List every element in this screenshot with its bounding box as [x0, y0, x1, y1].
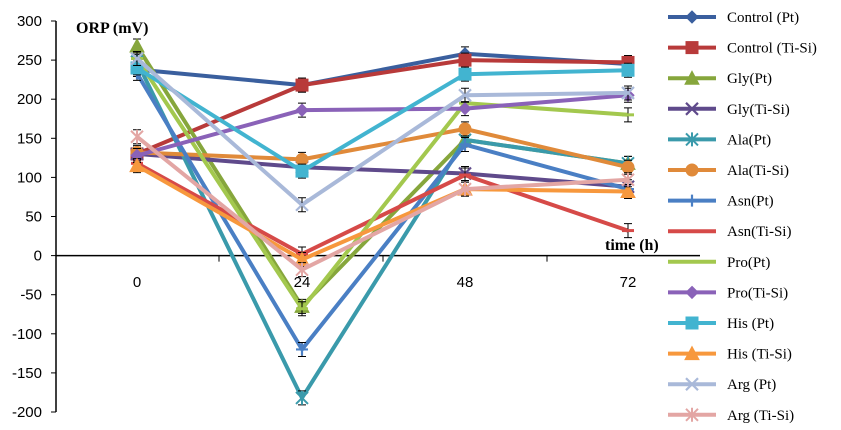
data-point-marker: [621, 160, 635, 174]
legend-label: His (Pt): [727, 316, 774, 332]
data-point-marker: [458, 122, 472, 136]
legend-label: Control (Ti-Si): [727, 41, 817, 57]
data-point-marker: [685, 285, 699, 300]
data-point-marker: [621, 172, 635, 187]
data-point-marker: [685, 316, 699, 330]
x-tick-label: 72: [620, 274, 637, 291]
y-tick-label: 150: [17, 130, 42, 147]
data-point-marker: [621, 86, 635, 100]
legend-item: His (Pt): [668, 316, 774, 332]
legend-item: Control (Ti-Si): [668, 41, 817, 57]
legend-item: Asn(Pt): [668, 194, 774, 210]
data-point-marker: [685, 10, 699, 24]
legend-label: Control (Pt): [727, 10, 799, 26]
data-point-marker: [295, 103, 309, 117]
legend-item: Asn(Ti-Si): [668, 224, 791, 240]
data-point-marker: [685, 377, 699, 391]
data-point-marker: [686, 194, 698, 207]
data-point-marker: [295, 164, 309, 178]
data-point-marker: [458, 53, 472, 67]
series-line: [136, 58, 629, 156]
legend-label: Asn(Pt): [727, 194, 774, 210]
y-tick-label: 200: [17, 91, 42, 108]
y-tick-label: -150: [12, 365, 42, 382]
data-point-marker: [295, 197, 309, 212]
x-tick-label: 24: [294, 274, 311, 291]
data-point-marker: [129, 37, 145, 53]
data-point-marker: [129, 157, 145, 173]
data-point-marker: [685, 163, 699, 177]
data-point-marker: [684, 70, 700, 85]
data-point-marker: [130, 51, 144, 66]
legend-item: Gly(Pt): [668, 70, 772, 87]
legend-label: Gly(Ti-Si): [727, 102, 790, 118]
series-line: [135, 57, 629, 311]
legend-label: Ala(Ti-Si): [727, 163, 789, 179]
legend-item: Gly(Ti-Si): [668, 102, 790, 118]
series-group: [130, 51, 635, 213]
legend-label: Ala(Pt): [727, 132, 771, 148]
data-point-marker: [684, 345, 700, 361]
data-point-marker: [620, 183, 636, 198]
data-point-marker: [295, 390, 309, 405]
series-line: [136, 126, 629, 170]
y-tick-label: -50: [20, 287, 42, 304]
data-point-marker: [458, 182, 472, 197]
legend-item: Arg (Ti-Si): [668, 408, 794, 424]
data-point-marker: [130, 129, 144, 144]
y-tick-label: 250: [17, 52, 42, 69]
series-line: [136, 151, 629, 189]
data-point-marker: [458, 101, 472, 116]
x-axis-title: time (h): [605, 237, 659, 254]
series-line: [135, 135, 629, 272]
series-group: [130, 60, 635, 179]
series-line: [135, 60, 629, 400]
data-point-marker: [295, 78, 309, 92]
x-tick-label: 0: [133, 274, 141, 291]
series-line: [136, 51, 629, 88]
series-group: [130, 46, 635, 93]
data-point-marker: [621, 63, 635, 77]
legend-label: Pro(Ti-Si): [727, 285, 788, 301]
data-point-marker: [459, 138, 471, 151]
legend-label: His (Ti-Si): [727, 347, 792, 363]
series-line: [135, 66, 629, 174]
series-group: [130, 129, 635, 278]
data-point-marker: [295, 152, 309, 166]
legend-item: Ala(Pt): [668, 132, 771, 148]
data-point-marker: [685, 102, 699, 116]
y-tick-label: -100: [12, 326, 42, 343]
x-tick-label: 48: [457, 274, 474, 291]
legend-label: Asn(Ti-Si): [727, 224, 791, 240]
y-tick-label: 300: [17, 13, 42, 30]
legend-item: Arg (Pt): [668, 377, 776, 393]
y-axis-title: ORP (mV): [76, 20, 148, 37]
legend-item: His (Ti-Si): [668, 345, 792, 363]
y-tick-label: 50: [25, 209, 42, 226]
y-tick-label: 0: [34, 248, 42, 265]
series-line: [135, 57, 629, 207]
legend-label: Gly(Pt): [727, 71, 772, 87]
series-line: [136, 161, 629, 256]
y-tick-label: 100: [17, 169, 42, 186]
series-line: [136, 163, 629, 262]
legend-label: Arg (Pt): [727, 377, 776, 393]
data-point-marker: [685, 407, 699, 422]
y-tick-label: -200: [12, 404, 42, 421]
data-point-marker: [458, 67, 472, 81]
legend-item: Pro(Ti-Si): [668, 285, 788, 301]
legend-item: Control (Pt): [668, 10, 799, 26]
legend-item: Pro(Pt): [668, 255, 770, 271]
data-point-marker: [295, 262, 309, 277]
legend-label: Arg (Ti-Si): [727, 408, 794, 424]
legend-label: Pro(Pt): [727, 255, 770, 271]
data-point-marker: [296, 343, 308, 356]
legend-item: Ala(Ti-Si): [668, 163, 789, 179]
data-point-marker: [458, 88, 472, 103]
data-point-marker: [685, 41, 699, 55]
data-point-marker: [685, 132, 699, 147]
